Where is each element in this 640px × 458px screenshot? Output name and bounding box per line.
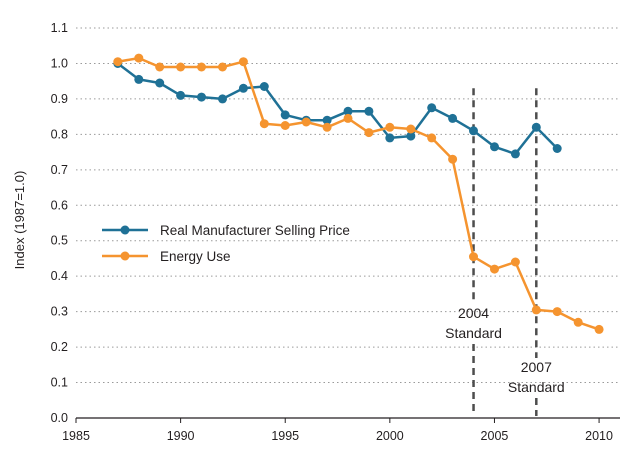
- x-tick-labels: 1985 1990 1995 2000 2005 2010: [62, 429, 613, 443]
- data-point-price: [259, 82, 269, 91]
- y-tick-label: 0.6: [51, 198, 68, 212]
- data-point-energy: [490, 264, 499, 274]
- data-point-energy: [573, 317, 583, 327]
- data-point-energy: [364, 128, 374, 138]
- data-point-energy: [406, 124, 416, 134]
- data-point-energy: [594, 324, 604, 334]
- data-point-energy: [510, 257, 520, 267]
- y-tick-label: 0.0: [51, 411, 68, 425]
- data-point-price: [134, 74, 144, 84]
- data-point-price: [510, 149, 520, 159]
- y-tick-label: 0.2: [51, 340, 68, 354]
- data-point-energy: [176, 62, 186, 72]
- x-tick-label: 2010: [585, 429, 613, 443]
- y-tick-label: 1.1: [51, 21, 68, 35]
- data-point-energy: [531, 305, 541, 315]
- x-tick-label: 1985: [62, 429, 90, 443]
- x-tick-label: 1990: [167, 429, 195, 443]
- data-point-energy: [259, 119, 269, 129]
- standard-annotations: 2004 Standard 2007 Standard: [445, 88, 565, 416]
- y-tick-label: 0.7: [51, 163, 68, 177]
- legend-marker-energy: [120, 251, 130, 261]
- y-tick-label: 0.1: [51, 376, 68, 390]
- data-point-price: [448, 113, 458, 123]
- standard-label-year: 2004: [458, 305, 489, 321]
- x-tick-label: 1995: [271, 429, 299, 443]
- y-tick-label: 0.5: [51, 234, 68, 248]
- data-point-energy: [134, 53, 144, 63]
- data-point-energy: [301, 117, 311, 127]
- data-point-price: [531, 122, 541, 132]
- data-point-energy: [197, 62, 206, 72]
- data-point-energy: [280, 121, 290, 130]
- x-tick-label: 2005: [481, 429, 509, 443]
- data-point-energy: [469, 252, 478, 262]
- legend-label-price: Real Manufacturer Selling Price: [160, 223, 350, 238]
- data-point-price: [427, 103, 437, 113]
- y-tick-label: 1.0: [51, 56, 68, 70]
- standard-label-text: Standard: [508, 379, 565, 395]
- standard-label-text: Standard: [445, 325, 502, 341]
- axes: [75, 417, 620, 423]
- standard-label-year: 2007: [521, 359, 552, 375]
- data-point-energy: [427, 133, 437, 143]
- y-tick-label: 0.3: [51, 305, 68, 319]
- data-point-price: [385, 133, 395, 143]
- data-point-energy: [238, 57, 248, 67]
- data-point-energy: [343, 113, 353, 123]
- data-point-energy: [448, 154, 458, 164]
- data-series: [113, 53, 604, 334]
- data-point-price: [280, 110, 290, 120]
- data-point-price: [322, 115, 332, 125]
- data-point-price: [155, 78, 165, 88]
- y-tick-labels: 0.0 0.1 0.2 0.3 0.4 0.5 0.6 0.7 0.8 0.9 1.0 1.1: [51, 21, 68, 425]
- data-point-price: [406, 131, 416, 141]
- data-point-price: [343, 106, 353, 116]
- data-point-price: [490, 142, 499, 152]
- y-tick-label: 0.9: [51, 92, 68, 106]
- data-point-price: [469, 126, 478, 136]
- data-point-price: [176, 90, 186, 100]
- data-point-energy: [322, 122, 332, 132]
- legend: Real Manufacturer Selling Price Energy U…: [102, 223, 350, 264]
- data-point-energy: [218, 62, 227, 72]
- series-line-price: [117, 62, 559, 156]
- data-point-price: [552, 144, 562, 153]
- data-point-energy: [385, 122, 395, 132]
- data-point-price: [218, 94, 227, 104]
- legend-label-energy: Energy Use: [160, 249, 231, 264]
- data-point-price: [364, 106, 374, 116]
- y-axis-label: Index (1987=1.0): [12, 171, 27, 270]
- gridlines: [76, 27, 620, 384]
- data-point-energy: [552, 307, 562, 317]
- data-point-price: [238, 83, 248, 93]
- data-point-energy: [155, 62, 165, 72]
- data-point-price: [197, 92, 206, 102]
- y-tick-label: 0.4: [51, 269, 68, 283]
- data-point-energy: [113, 57, 123, 67]
- y-tick-label: 0.8: [51, 127, 68, 141]
- legend-marker-price: [120, 225, 130, 235]
- x-tick-label: 2000: [376, 429, 404, 443]
